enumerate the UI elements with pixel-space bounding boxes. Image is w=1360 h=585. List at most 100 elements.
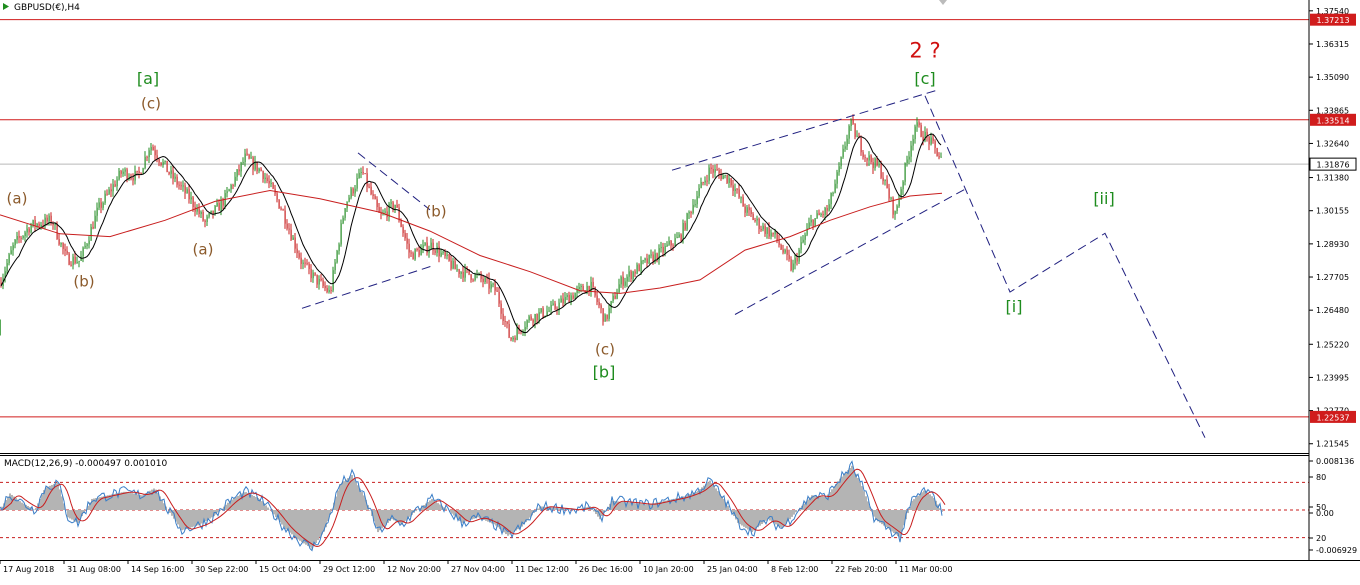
candle-body bbox=[532, 319, 534, 323]
candle-body bbox=[434, 250, 436, 253]
candle-body bbox=[108, 189, 110, 194]
candle-body bbox=[36, 223, 38, 227]
candle-body bbox=[562, 298, 564, 304]
candle-body bbox=[846, 138, 848, 147]
x-tick-label-8: 11 Dec 12:00 bbox=[515, 565, 569, 574]
candle-body bbox=[850, 119, 852, 127]
candle-body bbox=[48, 215, 50, 222]
candle-body bbox=[104, 193, 106, 203]
candle-body bbox=[56, 223, 58, 239]
candle-body bbox=[742, 197, 744, 207]
candle-body bbox=[216, 202, 218, 206]
x-tick-label-9: 26 Dec 16:00 bbox=[579, 565, 633, 574]
candle-body bbox=[202, 211, 204, 221]
candle-body bbox=[400, 220, 402, 227]
candle-body bbox=[908, 156, 910, 160]
candle-body bbox=[552, 303, 554, 305]
candle-body bbox=[204, 220, 206, 222]
candle-body bbox=[706, 180, 708, 182]
candle-body bbox=[138, 171, 140, 174]
candle-body bbox=[420, 248, 422, 256]
candle-body bbox=[862, 152, 864, 158]
candle-body bbox=[362, 171, 364, 174]
candle-body bbox=[668, 240, 670, 245]
candle-body bbox=[918, 122, 920, 126]
macd-tick-label-3: 0.00 bbox=[1316, 509, 1334, 518]
y-tick-label-9: 1.26480 bbox=[1316, 306, 1349, 315]
candle-body bbox=[0, 282, 2, 286]
candle-body bbox=[46, 217, 48, 222]
candle-body bbox=[590, 281, 592, 292]
candle-body bbox=[832, 192, 834, 194]
candle-body bbox=[924, 131, 926, 141]
candle-body bbox=[694, 204, 696, 206]
candle-body bbox=[566, 295, 568, 297]
wave-label-12: | bbox=[0, 317, 3, 336]
candle-body bbox=[616, 292, 618, 299]
candle-body bbox=[750, 210, 752, 214]
candle-body bbox=[614, 295, 616, 299]
candle-body bbox=[142, 168, 144, 175]
candle-body bbox=[458, 269, 460, 274]
candle-body bbox=[936, 147, 938, 157]
candle-body bbox=[166, 160, 168, 173]
candle-body bbox=[586, 285, 588, 294]
candle-body bbox=[436, 246, 438, 253]
candle-body bbox=[192, 197, 194, 208]
candle-body bbox=[60, 243, 62, 245]
candle-body bbox=[934, 140, 936, 148]
candle-body bbox=[880, 164, 882, 178]
candle-body bbox=[70, 264, 72, 266]
candle-body bbox=[720, 173, 722, 180]
candle-body bbox=[840, 157, 842, 167]
current-price-tag bbox=[1309, 157, 1357, 171]
candle-body bbox=[938, 156, 940, 158]
candle-body bbox=[390, 202, 392, 204]
candle-body bbox=[284, 210, 286, 224]
candle-body bbox=[190, 197, 192, 200]
x-tick-label-7: 27 Nov 04:00 bbox=[451, 565, 505, 574]
level-tag-label-2: 1.22537 bbox=[1316, 413, 1349, 422]
candle-body bbox=[452, 260, 454, 269]
candle-body bbox=[210, 210, 212, 214]
candle-body bbox=[582, 286, 584, 291]
candle-body bbox=[236, 169, 238, 177]
candle-body bbox=[168, 172, 170, 174]
candle-body bbox=[470, 274, 472, 280]
candle-body bbox=[752, 213, 754, 220]
candle-body bbox=[66, 250, 68, 254]
candle-body bbox=[454, 260, 456, 270]
candle-body bbox=[658, 248, 660, 260]
y-tick-label-1: 1.36315 bbox=[1316, 40, 1349, 49]
candle-body bbox=[432, 242, 434, 251]
candle-body bbox=[650, 254, 652, 256]
candle-body bbox=[28, 228, 30, 233]
candle-body bbox=[558, 302, 560, 311]
candle-body bbox=[550, 304, 552, 311]
candle-body bbox=[806, 228, 808, 235]
level-tag-label-0: 1.37213 bbox=[1316, 16, 1349, 25]
candle-body bbox=[22, 236, 24, 238]
candle-body bbox=[548, 310, 550, 312]
candle-body bbox=[546, 311, 548, 316]
candle-body bbox=[200, 211, 202, 214]
candle-body bbox=[152, 146, 154, 151]
candle-body bbox=[186, 189, 188, 194]
candle-body bbox=[38, 223, 40, 227]
level-tag-1 bbox=[1310, 113, 1356, 126]
wave-label-4: (a) bbox=[193, 241, 214, 259]
candle-body bbox=[894, 211, 896, 215]
candle-body bbox=[798, 249, 800, 262]
candle-body bbox=[816, 213, 818, 219]
scroll-indicator-icon[interactable] bbox=[939, 0, 947, 5]
candle-body bbox=[34, 220, 36, 227]
candle-body bbox=[708, 167, 710, 181]
candle-body bbox=[560, 298, 562, 303]
candle-body bbox=[632, 271, 634, 280]
candle-body bbox=[596, 295, 598, 303]
candle-body bbox=[890, 197, 892, 199]
candle-body bbox=[350, 188, 352, 198]
candle-body bbox=[18, 235, 20, 238]
candle-body bbox=[280, 208, 282, 210]
candle-body bbox=[770, 232, 772, 237]
